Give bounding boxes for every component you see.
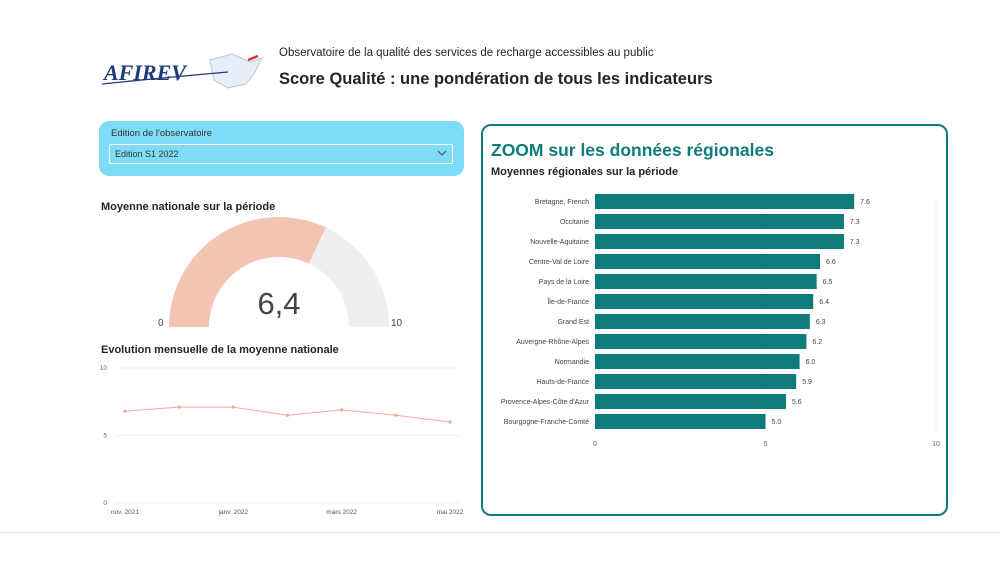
gauge-fill [169, 217, 326, 327]
region-label: Centre-Val de Loire [529, 259, 589, 266]
region-label: Pays de la Loire [539, 279, 589, 286]
line-chart-title: Evolution mensuelle de la moyenne nation… [101, 344, 339, 356]
national-average-gauge [169, 217, 389, 327]
regional-bar-chart: 0 5 10 Bretagne, French 7.6 Occitanie 7.3 Nouve… [501, 194, 940, 448]
bar-value-label: 6.3 [816, 319, 826, 326]
y-tick-label: 0 [103, 500, 107, 507]
region-label: Normandie [555, 359, 589, 366]
edition-dropdown[interactable]: Edition S1 2022 [109, 144, 453, 164]
data-point[interactable] [448, 420, 452, 424]
edition-dropdown-value: Edition S1 2022 [115, 149, 179, 159]
logo-text: AFIREV [102, 60, 188, 85]
bar-value-label: 6.2 [812, 339, 822, 346]
region-label: Hauts-de-France [536, 379, 589, 386]
bar-value-label: 5.6 [792, 399, 802, 406]
bar-value-label: 7.3 [850, 219, 860, 226]
x-tick-label: 0 [593, 441, 597, 448]
gauge-value: 6,4 [257, 286, 301, 321]
region-bar[interactable] [595, 274, 817, 289]
region-bar[interactable] [595, 234, 844, 249]
gauge-title: Moyenne nationale sur la période [101, 201, 276, 213]
bar-value-label: 6.5 [823, 279, 833, 286]
region-bar[interactable] [595, 334, 807, 349]
region-bar[interactable] [595, 414, 766, 429]
region-bar[interactable] [595, 354, 800, 369]
data-point[interactable] [177, 405, 181, 409]
chevron-down-icon [437, 150, 447, 156]
region-label: Nouvelle-Aquitaine [530, 239, 589, 246]
bar-value-label: 7.3 [850, 239, 860, 246]
region-label: Bretagne, French [535, 199, 589, 206]
x-tick-label: nov. 2021 [111, 509, 139, 516]
footer-divider [0, 532, 1000, 533]
bar-value-label: 7.6 [860, 199, 870, 206]
data-point[interactable] [285, 413, 290, 417]
afirev-logo: AFIREV [101, 53, 263, 89]
gauge-max-label: 10 [391, 318, 403, 329]
bar-value-label: 5.9 [802, 379, 812, 386]
x-tick-label: mars 2022 [326, 509, 357, 516]
x-tick-label: mai 2022 [437, 509, 464, 516]
region-label: Auvergne-Rhône-Alpes [516, 339, 589, 346]
regional-zoom-panel: ZOOM sur les données régionales Moyennes… [481, 124, 948, 516]
monthly-evolution-line-chart: 0 5 10 nov. 2021 janv. 2022 mars 2022 mai 2022 [100, 365, 464, 516]
region-bar[interactable] [595, 254, 821, 269]
x-tick-label: 10 [932, 441, 940, 448]
y-tick-label: 5 [103, 433, 107, 440]
region-label: Île-de-France [546, 297, 589, 306]
x-tick-label: janv. 2022 [218, 509, 249, 516]
region-bar[interactable] [595, 394, 786, 409]
data-point[interactable] [340, 408, 344, 412]
page-subtitle: Observatoire de la qualité des services … [279, 47, 654, 59]
panel-title: ZOOM sur les données régionales [491, 140, 774, 160]
region-bar[interactable] [595, 194, 855, 209]
bar-value-label: 5.0 [772, 419, 782, 426]
bar-value-label: 6.0 [806, 359, 816, 366]
region-label: Provence-Alpes-Côte d'Azur [501, 399, 590, 406]
region-label: Bourgogne-Franche-Comté [504, 419, 589, 426]
slicer-label: Edition de l'observatoire [111, 128, 213, 139]
data-point[interactable] [394, 413, 398, 417]
bar-value-label: 6.6 [826, 259, 836, 266]
panel-subtitle: Moyennes régionales sur la période [491, 166, 679, 178]
gauge-min-label: 0 [158, 318, 164, 329]
region-bar[interactable] [595, 294, 814, 309]
region-label: Occitanie [560, 219, 589, 226]
bar-value-label: 6.4 [819, 299, 829, 306]
region-label: Grand Est [557, 319, 589, 326]
region-bar[interactable] [595, 214, 844, 229]
gauge-track [308, 227, 389, 327]
region-bar[interactable] [595, 314, 810, 329]
data-point[interactable] [123, 409, 127, 413]
region-bar[interactable] [595, 374, 797, 389]
data-point[interactable] [231, 405, 235, 409]
page-title: Score Qualité : une pondération de tous … [279, 70, 713, 88]
edition-slicer: Edition de l'observatoire Edition S1 202… [99, 121, 464, 176]
x-tick-label: 5 [764, 441, 768, 448]
y-tick-label: 10 [100, 365, 108, 372]
